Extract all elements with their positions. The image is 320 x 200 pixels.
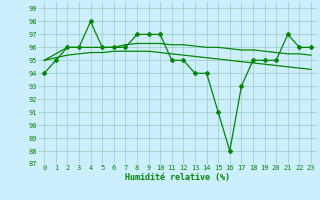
X-axis label: Humidité relative (%): Humidité relative (%) — [125, 173, 230, 182]
